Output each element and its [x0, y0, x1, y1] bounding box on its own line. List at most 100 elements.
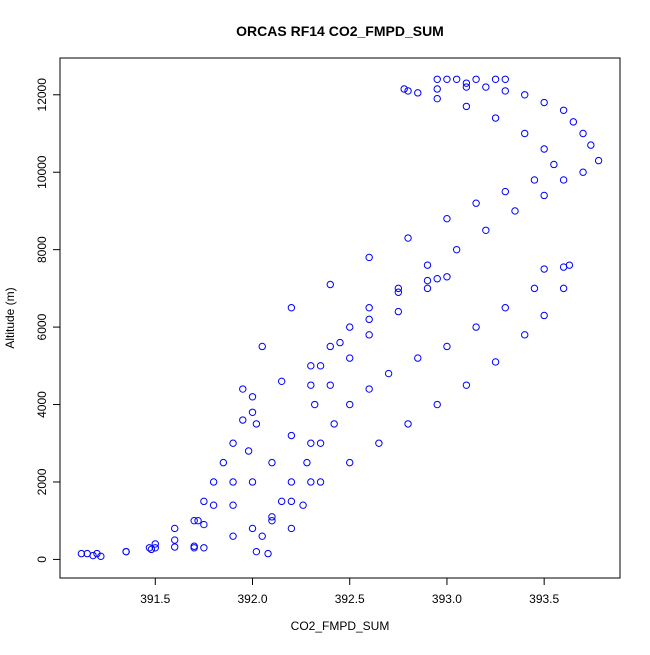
point [462, 102, 471, 111]
point [346, 354, 354, 362]
plot-frame [59, 57, 621, 579]
point [472, 75, 480, 83]
point [200, 544, 208, 552]
point [244, 447, 253, 455]
point [316, 362, 325, 370]
point [171, 524, 179, 533]
point [145, 544, 154, 552]
point [414, 89, 422, 97]
point [209, 501, 218, 509]
point [540, 311, 548, 320]
point [89, 551, 97, 560]
point [365, 304, 373, 312]
point [171, 543, 179, 551]
point [501, 75, 509, 83]
point [443, 214, 451, 223]
point [200, 520, 208, 529]
point [559, 263, 568, 271]
x-tick-label: 392.5 [335, 592, 365, 606]
point [252, 547, 261, 556]
y-tick-label: 4000 [35, 391, 49, 418]
point [433, 85, 441, 93]
point [346, 458, 354, 467]
point [229, 478, 237, 486]
point [400, 85, 408, 93]
point [311, 400, 319, 409]
point [491, 358, 500, 366]
point [394, 307, 403, 316]
point [209, 478, 218, 486]
point [219, 458, 228, 467]
point [365, 385, 373, 393]
point [287, 478, 296, 486]
point [579, 168, 587, 176]
point [433, 94, 441, 103]
x-tick-label: 393.0 [432, 592, 462, 606]
point [540, 191, 548, 200]
point [404, 87, 412, 95]
point [559, 176, 568, 184]
y-tick-label: 0 [35, 556, 49, 563]
point [540, 265, 548, 273]
point [587, 141, 595, 149]
point [258, 342, 266, 351]
point [433, 274, 441, 283]
point [346, 323, 354, 331]
point [414, 354, 422, 362]
point [93, 549, 101, 558]
point [194, 516, 202, 525]
point [151, 544, 159, 552]
point [330, 420, 338, 428]
point [239, 416, 247, 424]
point [511, 207, 519, 215]
point [303, 458, 311, 467]
point [307, 478, 315, 486]
point [443, 75, 451, 83]
point [472, 199, 480, 207]
point [190, 544, 198, 552]
point [277, 497, 286, 506]
y-tick-label: 12000 [35, 78, 49, 112]
point [423, 284, 432, 293]
point [394, 284, 403, 293]
y-tick-label: 6000 [35, 313, 49, 340]
point [77, 549, 86, 558]
x-tick-label: 392.0 [237, 592, 267, 606]
point [307, 362, 315, 370]
point [433, 400, 441, 409]
point [491, 75, 500, 83]
point [462, 83, 471, 91]
point [540, 145, 548, 153]
point [550, 160, 558, 169]
point [594, 156, 603, 165]
point [326, 342, 334, 351]
point [559, 106, 568, 114]
point [299, 501, 307, 509]
point [346, 400, 354, 409]
point [336, 338, 344, 347]
point [287, 524, 296, 533]
point [482, 83, 490, 91]
y-tick-label: 8000 [35, 236, 49, 263]
point [521, 331, 529, 339]
point [239, 385, 247, 393]
point [521, 129, 529, 138]
point [277, 377, 286, 386]
point [482, 226, 490, 235]
point [540, 98, 548, 107]
point [171, 536, 179, 544]
point [443, 342, 451, 351]
point [268, 516, 276, 525]
point [252, 420, 261, 428]
point [248, 524, 257, 533]
point [248, 408, 257, 416]
point [248, 478, 257, 486]
point [530, 176, 539, 184]
point [559, 284, 568, 293]
point [472, 323, 480, 331]
point [452, 75, 461, 83]
point [384, 369, 393, 378]
point [268, 513, 276, 521]
point [147, 545, 156, 554]
